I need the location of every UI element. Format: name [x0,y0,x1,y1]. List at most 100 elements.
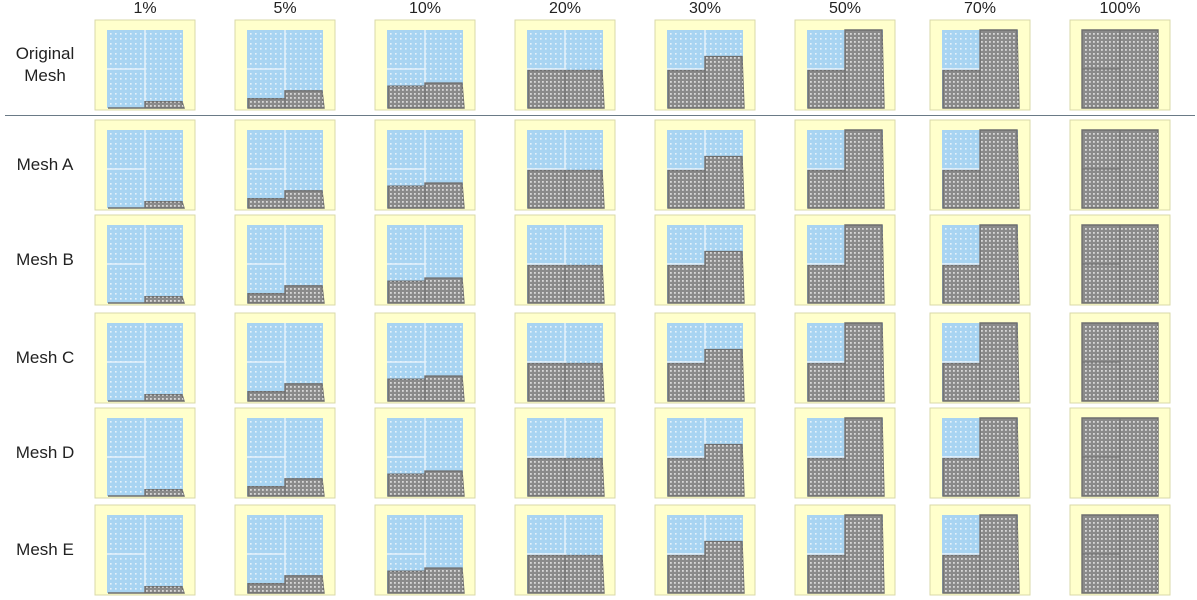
mesh-cell-graphic [929,119,1031,211]
mesh-cell [374,119,476,211]
column-label: 1% [95,0,195,18]
mesh-cell-graphic [514,312,616,404]
mesh-cell-graphic [374,407,476,499]
mesh-cell [1069,214,1171,306]
column-label: 70% [930,0,1030,18]
mesh-cell-graphic [929,214,1031,306]
mesh-cell-graphic [1069,407,1171,499]
mesh-cell-graphic [94,407,196,499]
mesh-cell [234,504,336,596]
mesh-cell-graphic [374,119,476,211]
mesh-cell-graphic [514,504,616,596]
mesh-cell [374,214,476,306]
mesh-cell-graphic [374,312,476,404]
mesh-cell-graphic [374,504,476,596]
row-label: Mesh C [0,347,90,369]
mesh-cell-graphic [794,19,896,111]
mesh-cell [374,19,476,111]
mesh-cell-graphic [234,19,336,111]
mesh-cell [514,214,616,306]
mesh-cell-graphic [794,504,896,596]
mesh-cell-graphic [234,312,336,404]
mesh-cell [94,407,196,499]
mesh-cell-graphic [1069,19,1171,111]
mesh-cell [374,407,476,499]
mesh-cell [94,214,196,306]
mesh-cell-graphic [794,407,896,499]
mesh-cell-graphic [794,214,896,306]
mesh-cell-graphic [1069,312,1171,404]
column-label: 100% [1070,0,1170,18]
mesh-cell [514,504,616,596]
mesh-cell-graphic [929,407,1031,499]
mesh-grid [110,33,182,105]
mesh-cell-graphic [94,119,196,211]
column-label: 10% [375,0,475,18]
mesh-grid [110,228,182,300]
mesh-grid [110,518,182,590]
mesh-cell [1069,504,1171,596]
mesh-cell [234,214,336,306]
mesh-cell [234,312,336,404]
mesh-cell-graphic [929,504,1031,596]
row-label: Mesh D [0,442,90,464]
mesh-cell-graphic [654,407,756,499]
mesh-cell-graphic [94,214,196,306]
mesh-cell [654,19,756,111]
mesh-cell-graphic [234,214,336,306]
mesh-cell-graphic [654,312,756,404]
mesh-cell-graphic [514,407,616,499]
mesh-cell-graphic [94,19,196,111]
mesh-cell [94,19,196,111]
mesh-cell [929,119,1031,211]
filled-region [108,201,185,209]
mesh-cell [929,312,1031,404]
mesh-cell-graphic [654,214,756,306]
mesh-cell-graphic [1069,119,1171,211]
mesh-cell [374,504,476,596]
mesh-cell [374,312,476,404]
mesh-cell [94,119,196,211]
mesh-cell-graphic [654,504,756,596]
mesh-cell-graphic [1069,504,1171,596]
mesh-cell [654,119,756,211]
mesh-cell [654,407,756,499]
row-label: Original Mesh [0,43,90,87]
mesh-cell [929,504,1031,596]
row-label: Mesh A [0,154,90,176]
mesh-cell [654,504,756,596]
mesh-cell-graphic [234,119,336,211]
mesh-cell [1069,119,1171,211]
mesh-cell [514,119,616,211]
row-label: Mesh E [0,539,90,561]
mesh-cell-graphic [94,312,196,404]
mesh-cell-graphic [514,119,616,211]
mesh-cell-graphic [1069,214,1171,306]
mesh-cell [234,119,336,211]
mesh-cell-graphic [514,19,616,111]
mesh-cell [794,214,896,306]
mesh-cell [514,19,616,111]
mesh-cell [794,19,896,111]
column-label: 20% [515,0,615,18]
mesh-cell-graphic [929,19,1031,111]
mesh-cell-graphic [374,214,476,306]
mesh-cell [514,407,616,499]
mesh-cell [929,19,1031,111]
mesh-cell [929,407,1031,499]
column-label: 30% [655,0,755,18]
mesh-cell [794,312,896,404]
mesh-cell [514,312,616,404]
mesh-cell [654,214,756,306]
row-divider [5,115,1195,116]
mesh-cell-graphic [794,312,896,404]
column-label: 50% [795,0,895,18]
column-label: 5% [235,0,335,18]
mesh-cell-graphic [929,312,1031,404]
mesh-cell [234,407,336,499]
mesh-cell [794,119,896,211]
mesh-cell [1069,19,1171,111]
mesh-cell [1069,312,1171,404]
mesh-cell [234,19,336,111]
